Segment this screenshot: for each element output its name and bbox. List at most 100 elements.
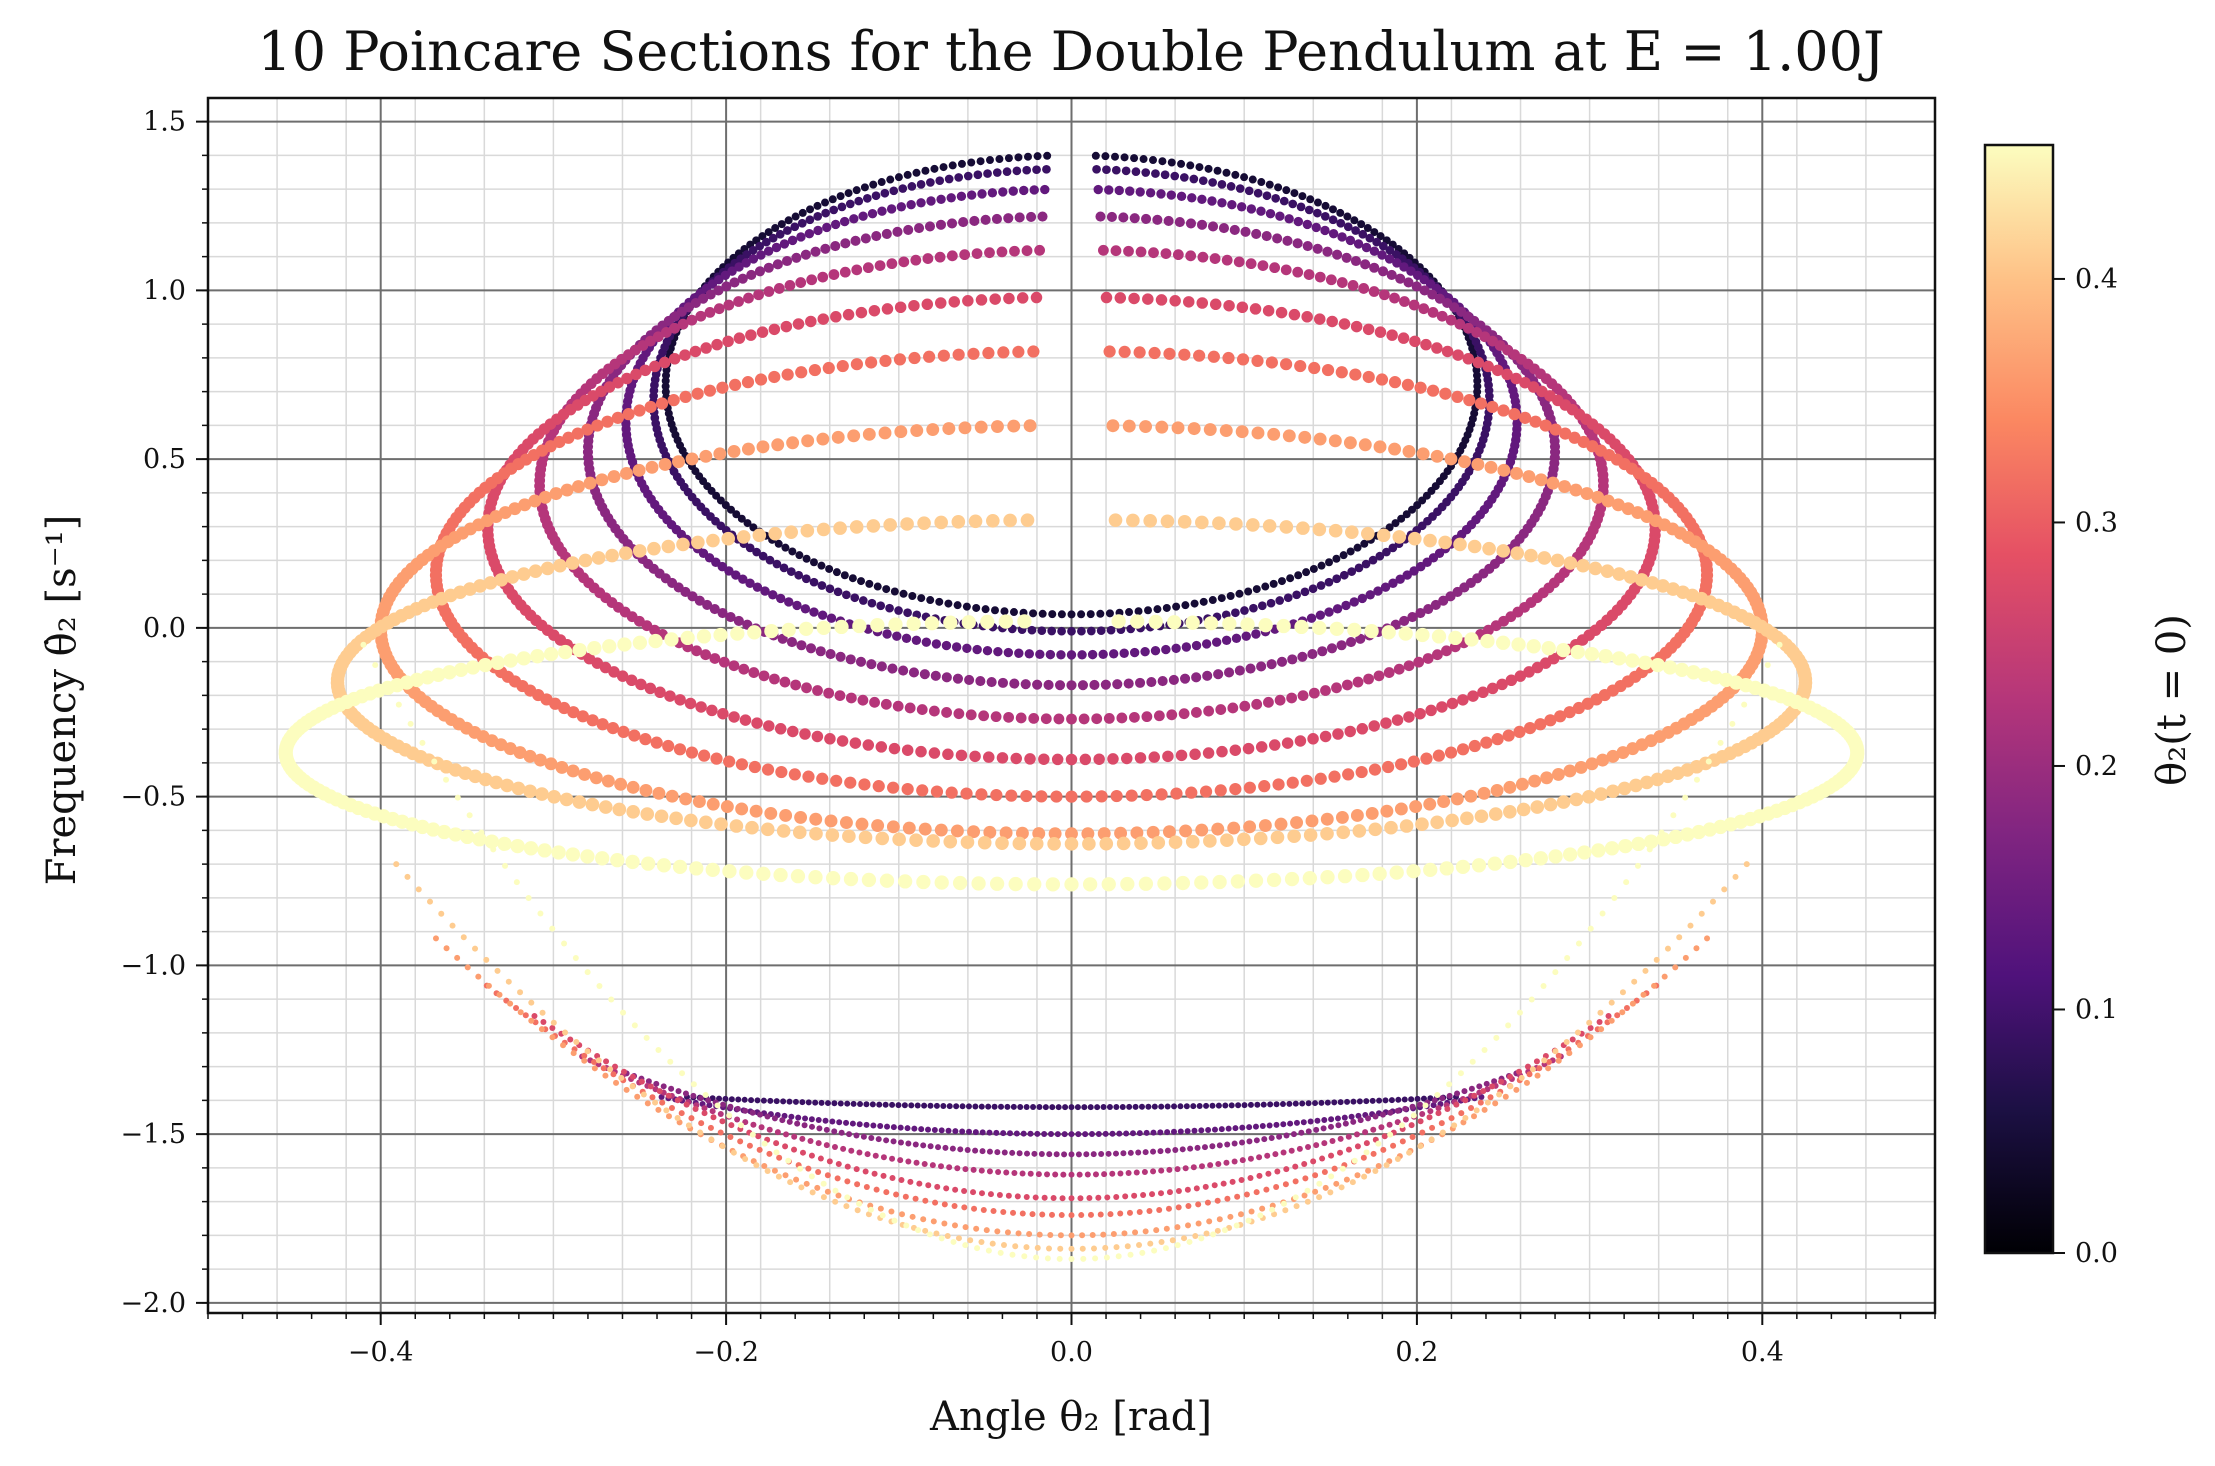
scatter-point — [724, 566, 734, 576]
scatter-point — [1012, 836, 1027, 851]
scatter-point — [727, 444, 741, 458]
scatter-point — [1331, 1099, 1338, 1106]
scatter-point — [767, 1097, 774, 1104]
scatter-point — [735, 758, 749, 771]
scatter-point — [1130, 826, 1144, 840]
scatter-point — [1262, 304, 1275, 317]
scatter-point — [1004, 1229, 1011, 1236]
scatter-point — [685, 452, 699, 466]
scatter-point — [645, 460, 659, 474]
scatter-point — [1448, 1115, 1455, 1122]
scatter-point — [848, 1147, 855, 1154]
scatter-point — [876, 661, 887, 672]
scatter-point — [1345, 1133, 1352, 1140]
scatter-point — [1246, 1124, 1253, 1131]
scatter-point — [713, 447, 727, 461]
scatter-point — [686, 314, 698, 326]
scatter-point — [1431, 342, 1443, 354]
scatter-point — [861, 872, 877, 888]
scatter-point — [1157, 1148, 1164, 1155]
scatter-point — [631, 1022, 638, 1029]
scatter-point — [583, 476, 597, 490]
scatter-point — [1256, 661, 1267, 672]
colorbar-tick-label: 0.3 — [2075, 507, 2118, 538]
scatter-point — [1036, 1231, 1043, 1238]
scatter-point — [1380, 804, 1394, 818]
scatter-point — [1128, 711, 1140, 723]
scatter-point — [792, 600, 802, 611]
scatter-point — [540, 1019, 547, 1026]
scatter-point — [1373, 670, 1385, 682]
scatter-point — [1336, 825, 1351, 840]
scatter-point — [1010, 1103, 1017, 1110]
scatter-point — [1383, 1162, 1390, 1169]
scatter-point — [1148, 247, 1159, 259]
scatter-point — [1431, 629, 1447, 644]
scatter-point — [1283, 1132, 1290, 1139]
scatter-point — [1277, 577, 1286, 586]
scatter-point — [1182, 1165, 1189, 1172]
scatter-point — [1109, 1170, 1116, 1177]
scatter-point — [1312, 522, 1327, 537]
scatter-point — [1329, 1138, 1336, 1145]
scatter-point — [1507, 1083, 1514, 1090]
scatter-point — [1185, 1222, 1192, 1229]
scatter-point — [710, 752, 723, 765]
scatter-point — [1338, 318, 1351, 330]
scatter-point — [930, 785, 944, 798]
scatter-point — [1441, 645, 1452, 657]
scatter-point — [1439, 861, 1454, 876]
scatter-point — [1003, 213, 1014, 224]
scatter-point — [862, 427, 876, 441]
scatter-point — [1481, 1046, 1488, 1053]
scatter-point — [1462, 322, 1474, 334]
scatter-point — [1229, 744, 1242, 756]
scatter-point — [629, 1083, 636, 1090]
scatter-point — [1302, 240, 1313, 252]
scatter-point — [802, 554, 811, 563]
scatter-point — [1098, 1151, 1105, 1158]
scatter-point — [972, 1129, 979, 1136]
scatter-point — [959, 249, 971, 261]
scatter-point — [872, 1152, 879, 1159]
scatter-point — [993, 1129, 1000, 1136]
scatter-point — [727, 1134, 734, 1141]
scatter-point — [992, 168, 1002, 177]
scatter-point — [1190, 1103, 1197, 1110]
scatter-point — [1417, 1118, 1424, 1125]
scatter-point — [1642, 967, 1649, 974]
scatter-point — [722, 1095, 729, 1102]
scatter-point — [1361, 1173, 1368, 1180]
scatter-point — [868, 304, 881, 317]
scatter-point — [1245, 1217, 1252, 1224]
scatter-point — [1114, 185, 1124, 196]
scatter-point — [1293, 1203, 1300, 1210]
scatter-point — [1529, 1066, 1536, 1073]
scatter-point — [843, 871, 859, 887]
scatter-point — [1626, 742, 1640, 756]
scatter-point — [982, 646, 993, 656]
scatter-point — [581, 1052, 588, 1059]
scatter-point — [809, 577, 819, 587]
scatter-point — [941, 707, 952, 718]
scatter-point — [1203, 423, 1217, 436]
scatter-point — [1119, 648, 1129, 658]
scatter-point — [746, 1142, 753, 1149]
scatter-point — [1103, 345, 1116, 358]
scatter-point — [1430, 815, 1444, 830]
scatter-point — [1057, 1232, 1064, 1239]
scatter-point — [581, 1057, 588, 1064]
scatter-point — [943, 834, 958, 849]
scatter-point — [943, 1185, 950, 1192]
scatter-point — [1038, 753, 1050, 765]
scatter-point — [907, 1178, 914, 1185]
scatter-point — [1169, 1237, 1176, 1244]
scatter-point — [1328, 523, 1343, 538]
scatter-point — [1510, 372, 1522, 385]
scatter-point — [1365, 1115, 1372, 1122]
scatter-point — [822, 222, 832, 233]
scatter-point — [1439, 1129, 1446, 1136]
scatter-point — [1294, 571, 1303, 580]
scatter-point — [754, 1097, 761, 1104]
scatter-point — [889, 1155, 896, 1162]
